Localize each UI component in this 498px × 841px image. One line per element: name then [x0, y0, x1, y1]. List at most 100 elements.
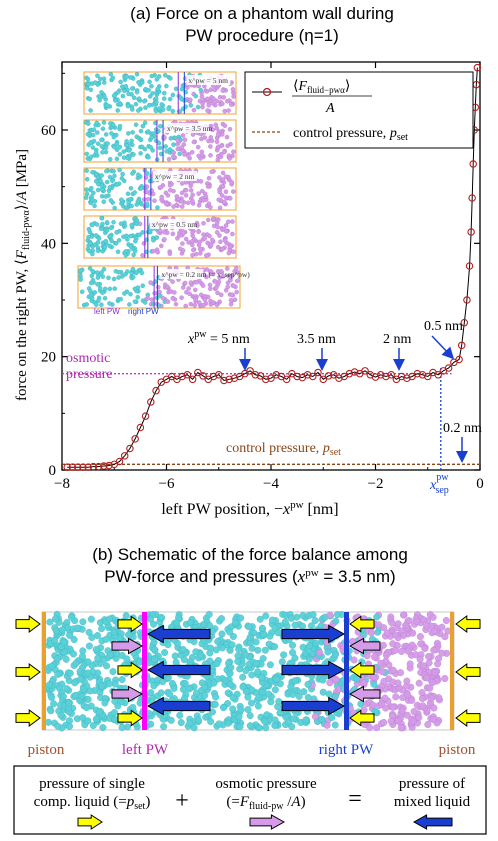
data-point [131, 435, 139, 443]
data-point [319, 375, 327, 384]
data-point [272, 371, 280, 379]
data-point [183, 371, 192, 379]
data-point [188, 375, 197, 384]
osmotic-label-1: osmotic [66, 351, 110, 366]
data-point [126, 444, 134, 453]
legend-marker [262, 87, 272, 97]
left-pw-bar [142, 612, 147, 730]
yellow-arrow [349, 661, 375, 679]
data-point [73, 463, 82, 471]
x-tick-label: −8 [54, 476, 70, 492]
panel-b-title-line1: (b) Schematic of the force balance among [92, 545, 408, 564]
data-point [152, 386, 160, 395]
inset-strip: x^pw = 0.2 nm (= x_sep^pw) [77, 265, 250, 309]
yellow-arrow [117, 661, 143, 679]
data-point [423, 372, 432, 381]
pink-arrow [111, 637, 144, 655]
data-point [220, 376, 228, 385]
data-point [303, 371, 312, 379]
data-point [444, 364, 453, 372]
data-point [63, 463, 71, 471]
left-pw-label: left PW [122, 742, 169, 758]
inset-strip: x^pw = 5 nm [83, 71, 237, 115]
data-point [469, 160, 477, 168]
legend-pink-arrow [249, 814, 286, 830]
legend-equals: = [348, 786, 362, 812]
yellow-arrow [117, 709, 143, 727]
data-point [115, 457, 124, 466]
annot-3-5nm: 3.5 nm [297, 332, 336, 347]
legend-mixed-2: mixed liquid [394, 794, 471, 810]
yellow-arrow [349, 709, 375, 727]
force-balance-legend: pressure of single comp. liquid (=pset) … [13, 765, 487, 835]
legend-osmotic-1: osmotic pressure [215, 776, 317, 792]
data-point [267, 374, 275, 382]
y-tick-label: 60 [41, 123, 56, 139]
data-point [262, 375, 270, 384]
data-point [468, 194, 476, 202]
x-tick-label: −6 [159, 476, 175, 492]
data-point [141, 412, 150, 420]
data-point [361, 367, 369, 375]
y-tick-label: 0 [49, 463, 57, 479]
blue-arrow [281, 624, 346, 644]
legend-control-label: control pressure, pset [293, 126, 408, 143]
right-piston-bar [450, 612, 454, 730]
data-point [147, 398, 155, 406]
annot-5nm: xpw = 5 nm [187, 329, 250, 347]
data-point [89, 462, 98, 471]
series-points [63, 63, 482, 471]
xsep-label: xpw sep [429, 472, 449, 496]
legend-osmotic-2: (=Ffluid-pw /A) [226, 794, 305, 812]
data-point [463, 296, 471, 304]
legend: ⟨Ffluid−pwα⟩ A control pressure, pset [244, 71, 474, 149]
inset-snapshots: x^pw = 5 nm x^pw = 3.5 nm x^pw = 2 nm x^pw … [77, 71, 250, 309]
y-tick-label: 20 [41, 350, 56, 366]
yellow-arrow [349, 615, 375, 633]
series-line [67, 67, 478, 468]
blue-arrow [281, 696, 346, 716]
inset-strip-label: x^pw = 3.5 nm [167, 124, 212, 133]
legend-series-denominator: A [325, 101, 335, 116]
data-point [376, 371, 385, 379]
data-point [178, 372, 186, 381]
pink-arrow [111, 685, 144, 703]
legend-yellow-arrow [77, 814, 103, 830]
data-point [418, 371, 427, 379]
annot-0-2nm: 0.2 nm [443, 421, 482, 436]
data-point [335, 374, 343, 382]
control-pressure-label: control pressure, pset [226, 441, 341, 458]
annot-2nm: 2 nm [383, 332, 412, 347]
inset-strip-label: x^pw = 5 nm [188, 76, 228, 85]
data-point [473, 63, 482, 72]
blue-arrow [281, 660, 346, 680]
legend-plus: + [175, 788, 189, 814]
data-point [120, 452, 129, 460]
data-point [136, 423, 145, 432]
pink-arrow [348, 685, 381, 703]
data-point [94, 462, 103, 471]
schematic [15, 610, 481, 732]
data-point [350, 368, 359, 376]
data-point [329, 371, 338, 379]
inset-left-pw: left PW [94, 307, 120, 316]
legend-single-1: pressure of single [39, 776, 145, 792]
blue-arrow [146, 624, 211, 644]
x-tick-label: 0 [476, 476, 484, 492]
data-point [199, 372, 207, 380]
yellow-arrow [455, 663, 481, 681]
inset-right-pw: right PW [128, 307, 159, 316]
data-point [382, 372, 390, 381]
legend-blue-arrow [412, 814, 453, 830]
data-point [251, 371, 260, 379]
right-pw-bar [344, 612, 349, 730]
yellow-arrow [15, 709, 41, 727]
position-annotations: xpw = 5 nm 3.5 nm 2 nm 0.5 nm 0.2 nm [187, 319, 482, 463]
data-point [413, 369, 422, 378]
data-point [293, 372, 301, 381]
yellow-arrow [455, 615, 481, 633]
blue-arrow [146, 696, 211, 716]
yellow-arrow [15, 615, 41, 633]
yellow-arrow [15, 663, 41, 681]
right-pw-label: right PW [319, 742, 374, 758]
